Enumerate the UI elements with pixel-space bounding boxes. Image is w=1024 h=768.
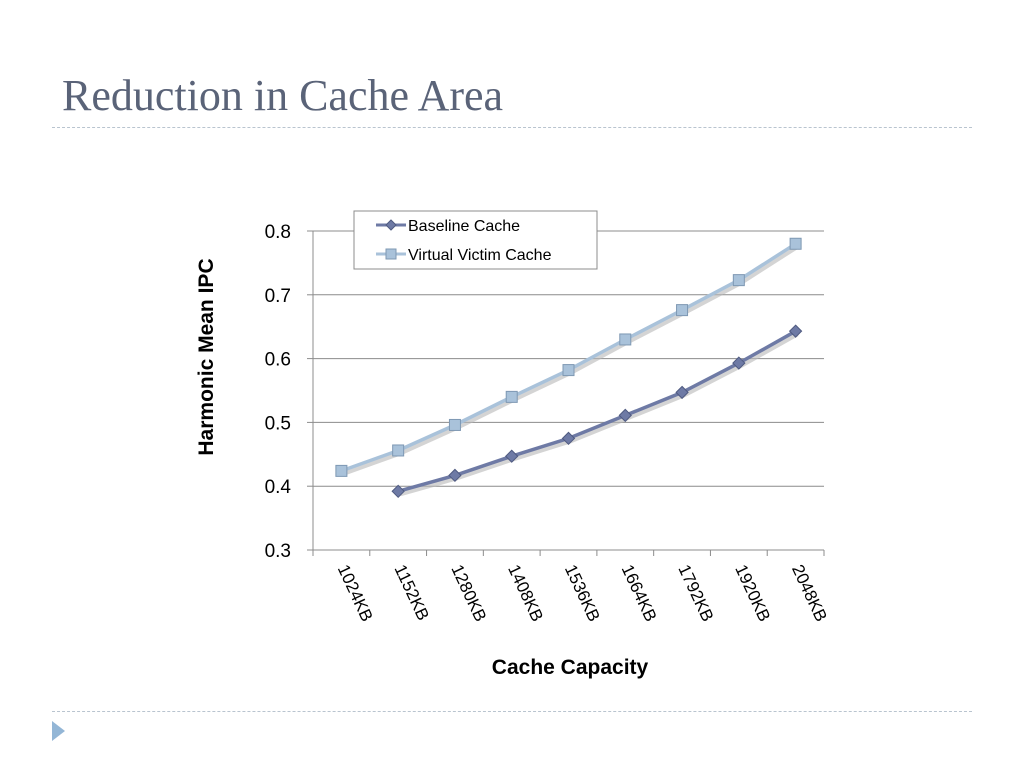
- series-virtual-victim-cache: [335, 237, 802, 477]
- y-tick-label: 0.8: [265, 222, 291, 243]
- y-axis-label: Harmonic Mean IPC: [195, 258, 218, 455]
- x-tick-label: 1792KB: [674, 562, 717, 625]
- triangle-right-icon: [52, 721, 65, 741]
- footer-divider: [52, 711, 972, 712]
- data-point: [675, 385, 689, 400]
- data-point: [562, 364, 575, 377]
- legend-box: [353, 210, 598, 270]
- legend-label: Virtual Victim Cache: [408, 247, 552, 264]
- data-point: [448, 468, 462, 483]
- title-divider: [52, 127, 972, 128]
- data-point: [789, 237, 802, 250]
- series-line-shadow: [399, 332, 799, 497]
- y-tick-label: 0.3: [265, 541, 291, 562]
- data-point: [505, 449, 519, 463]
- x-tick-label: 1152KB: [391, 562, 433, 624]
- legend: Baseline Cache Virtual Victim Cache: [353, 210, 598, 270]
- x-tick-label: 1280KB: [447, 562, 490, 625]
- x-tick-label: 1664KB: [618, 562, 661, 625]
- x-tick-label: 2048KB: [788, 562, 831, 625]
- x-tick-label: 1536KB: [561, 562, 604, 625]
- x-tick-label: 1920KB: [731, 562, 774, 625]
- x-axis-label: Cache Capacity: [492, 656, 649, 679]
- y-tick-labels: 0.3 0.4 0.5 0.6 0.7 0.8: [265, 222, 292, 562]
- y-tick-label: 0.4: [265, 477, 292, 498]
- x-tick-label: 1408KB: [504, 562, 547, 625]
- data-point: [788, 324, 803, 338]
- y-tick-label: 0.7: [265, 286, 291, 307]
- data-point: [505, 390, 518, 403]
- y-tick-label: 0.6: [265, 350, 291, 371]
- data-point: [392, 444, 405, 457]
- legend-label: Baseline Cache: [408, 218, 520, 235]
- series-baseline-cache: [391, 324, 803, 499]
- data-point: [732, 356, 746, 370]
- y-tick-label: 0.5: [265, 413, 291, 434]
- data-point: [676, 304, 689, 317]
- axes: [307, 230, 825, 556]
- data-point: [335, 464, 348, 477]
- data-point: [732, 274, 745, 287]
- series-line: [397, 329, 797, 493]
- slide-title: Reduction in Cache Area: [62, 71, 504, 120]
- data-point: [391, 484, 405, 499]
- data-point: [561, 431, 576, 446]
- series-layer: [335, 237, 803, 499]
- data-point: [448, 418, 461, 431]
- legend-marker: [385, 248, 397, 260]
- data-point: [619, 333, 632, 346]
- legend-marker: [385, 219, 397, 231]
- x-tick-labels: 1024KB 1152KB 1280KB 1408KB 1536KB 1664KB 1792…: [334, 562, 831, 625]
- x-tick-label: 1024KB: [334, 562, 377, 625]
- data-point: [618, 408, 632, 423]
